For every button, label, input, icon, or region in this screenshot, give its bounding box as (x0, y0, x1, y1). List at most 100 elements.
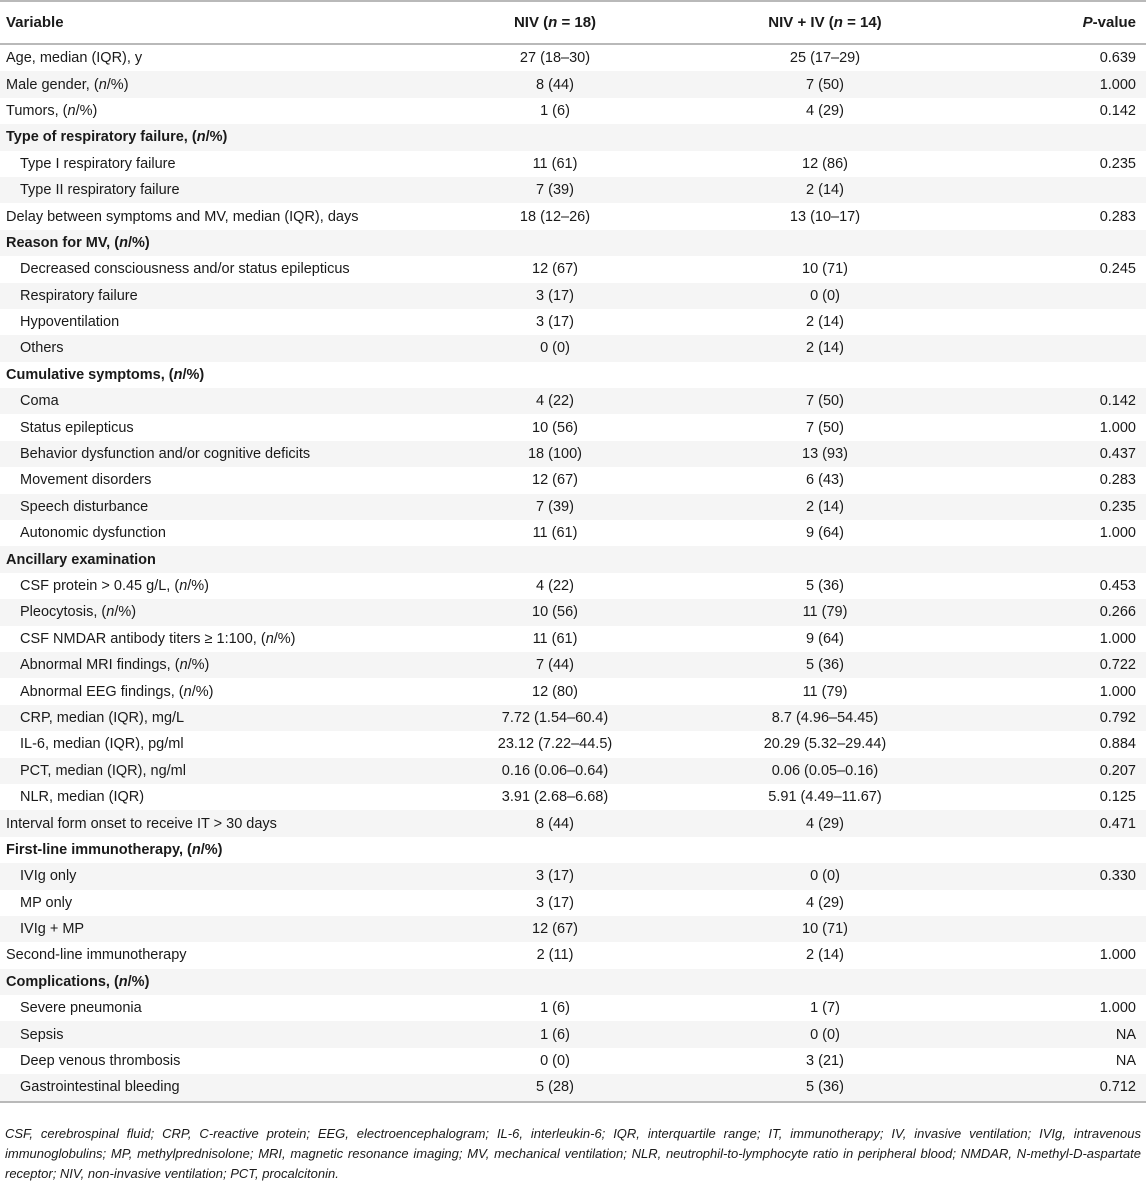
cell-p-value: 0.245 (970, 256, 1146, 283)
cell-niv-iv: 13 (10–17) (680, 203, 970, 230)
cell-p-value: 0.330 (970, 863, 1146, 890)
cell-niv-iv: 7 (50) (680, 388, 970, 415)
cell-niv: 18 (12–26) (430, 203, 680, 230)
cell-niv: 2 (11) (430, 942, 680, 969)
table-row: Autonomic dysfunction 11 (61) 9 (64) 1.000 (0, 520, 1146, 547)
cell-p-value: 0.283 (970, 203, 1146, 230)
table-row: Respiratory failure 3 (17) 0 (0) (0, 282, 1146, 309)
cell-niv: 23.12 (7.22–44.5) (430, 731, 680, 758)
table-row: Hypoventilation 3 (17) 2 (14) (0, 308, 1146, 336)
cell-p-value: 1.000 (970, 520, 1146, 547)
cell-niv: 0.16 (0.06–0.64) (430, 757, 680, 784)
row-label: PCT, median (IQR), ng/ml (0, 757, 430, 784)
cell-niv-iv: 5 (36) (680, 1074, 970, 1103)
table-row: Interval form onset to receive IT > 30 d… (0, 810, 1146, 837)
cell-p-value: 0.639 (970, 44, 1146, 72)
table-row: Second-line immunotherapy 2 (11) 2 (14) 1.0… (0, 942, 1146, 969)
cell-p-value (970, 889, 1146, 916)
cell-p-value (970, 335, 1146, 362)
cell-niv: 8 (44) (430, 810, 680, 837)
cell-niv (430, 361, 680, 389)
table-row: CSF protein > 0.45 g/L, (n/%) 4 (22) 5 (36… (0, 572, 1146, 600)
cell-niv: 12 (80) (430, 678, 680, 705)
section-row: Ancillary examination (0, 546, 1146, 573)
cell-p-value: 1.000 (970, 71, 1146, 98)
table-row: Deep venous thrombosis 0 (0) 3 (21) NA (0, 1047, 1146, 1075)
cell-niv-iv: 5.91 (4.49–11.67) (680, 783, 970, 811)
cell-niv: 11 (61) (430, 150, 680, 177)
cell-niv: 3 (17) (430, 282, 680, 309)
table-row: Speech disturbance 7 (39) 2 (14) 0.235 (0, 493, 1146, 521)
row-label: CRP, median (IQR), mg/L (0, 704, 430, 732)
cell-niv-iv: 25 (17–29) (680, 44, 970, 72)
cell-p-value: 0.453 (970, 572, 1146, 600)
table-row: Gastrointestinal bleeding 5 (28) 5 (36) 0.7… (0, 1074, 1146, 1103)
cell-p-value (970, 282, 1146, 309)
table-row: NLR, median (IQR) 3.91 (2.68–6.68) 5.91 (4… (0, 783, 1146, 811)
section-row: Complications, (n/%) (0, 968, 1146, 996)
row-label: CSF NMDAR antibody titers ≥ 1:100, (n/%) (0, 625, 430, 652)
cell-niv-iv: 10 (71) (680, 256, 970, 283)
row-label: Sepsis (0, 1021, 430, 1048)
cell-p-value (970, 229, 1146, 257)
cell-p-value: 0.712 (970, 1074, 1146, 1103)
cell-niv: 3 (17) (430, 889, 680, 916)
cell-niv: 12 (67) (430, 256, 680, 283)
row-label: Delay between symptoms and MV, median (I… (0, 203, 430, 230)
table-row: Pleocytosis, (n/%) 10 (56) 11 (79) 0.266 (0, 599, 1146, 626)
cell-niv: 10 (56) (430, 599, 680, 626)
cell-niv-iv: 2 (14) (680, 942, 970, 969)
row-label: NLR, median (IQR) (0, 783, 430, 811)
cell-niv: 18 (100) (430, 440, 680, 468)
table-row: Status epilepticus 10 (56) 7 (50) 1.000 (0, 414, 1146, 441)
cell-p-value: 0.125 (970, 783, 1146, 811)
cell-p-value (970, 836, 1146, 864)
table-row: Coma 4 (22) 7 (50) 0.142 (0, 388, 1146, 415)
cell-niv: 12 (67) (430, 467, 680, 494)
row-label: Complications, (n/%) (0, 968, 430, 996)
cell-p-value: NA (970, 1021, 1146, 1048)
cell-p-value: 0.283 (970, 467, 1146, 494)
cell-niv: 0 (0) (430, 335, 680, 362)
cell-niv-iv: 10 (71) (680, 915, 970, 943)
cell-niv (430, 124, 680, 151)
row-label: Status epilepticus (0, 414, 430, 441)
header-row: Variable NIV (n = 18) NIV + IV (n = 14) … (0, 0, 1146, 45)
cell-niv-iv: 7 (50) (680, 71, 970, 98)
cell-p-value: 1.000 (970, 995, 1146, 1022)
cell-p-value (970, 968, 1146, 996)
cell-niv-iv: 2 (14) (680, 335, 970, 362)
row-label: Others (0, 335, 430, 362)
table-row: Others 0 (0) 2 (14) (0, 335, 1146, 362)
row-label: Cumulative symptoms, (n/%) (0, 361, 430, 389)
section-row: Reason for MV, (n/%) (0, 229, 1146, 257)
cell-p-value: NA (970, 1047, 1146, 1075)
row-label: Movement disorders (0, 467, 430, 494)
cell-niv-iv (680, 836, 970, 864)
table-row: Tumors, (n/%) 1 (6) 4 (29) 0.142 (0, 97, 1146, 125)
cell-p-value: 0.142 (970, 388, 1146, 415)
row-label: Pleocytosis, (n/%) (0, 599, 430, 626)
cell-p-value: 0.207 (970, 757, 1146, 784)
cell-niv-iv: 9 (64) (680, 520, 970, 547)
row-label: Male gender, (n/%) (0, 71, 430, 98)
cell-niv-iv: 1 (7) (680, 995, 970, 1022)
table-body: Age, median (IQR), y 27 (18–30) 25 (17–29)… (0, 44, 1146, 1103)
cell-niv-iv: 3 (21) (680, 1047, 970, 1075)
cell-niv-iv (680, 229, 970, 257)
cell-niv-iv: 8.7 (4.96–54.45) (680, 704, 970, 732)
cell-niv-iv: 5 (36) (680, 651, 970, 679)
row-label: Gastrointestinal bleeding (0, 1074, 430, 1103)
cell-niv-iv (680, 968, 970, 996)
cell-niv (430, 229, 680, 257)
cell-niv-iv: 2 (14) (680, 308, 970, 336)
cell-p-value (970, 176, 1146, 204)
cell-niv-iv: 5 (36) (680, 572, 970, 600)
table-row: Male gender, (n/%) 8 (44) 7 (50) 1.000 (0, 71, 1146, 98)
table-container: Variable NIV (n = 18) NIV + IV (n = 14) … (0, 0, 1146, 1103)
row-label: Severe pneumonia (0, 995, 430, 1022)
cell-p-value (970, 308, 1146, 336)
cell-niv: 1 (6) (430, 1021, 680, 1048)
cell-p-value: 1.000 (970, 942, 1146, 969)
cell-niv: 7.72 (1.54–60.4) (430, 704, 680, 732)
